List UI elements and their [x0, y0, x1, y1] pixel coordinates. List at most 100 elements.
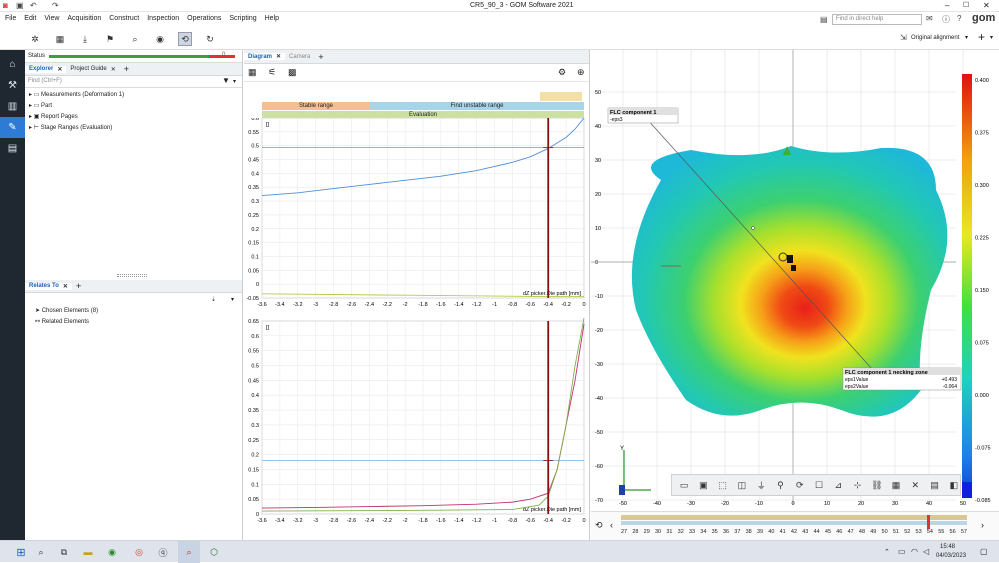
- tree-item-measurements[interactable]: ▸ ▭ Measurements (Deformation 1): [29, 90, 242, 101]
- add-icon[interactable]: +: [978, 30, 986, 44]
- timeline-refresh-icon[interactable]: ⟲: [595, 520, 603, 530]
- timeline-stage-label[interactable]: 57: [960, 529, 967, 535]
- sort-icon[interactable]: ⇣: [211, 297, 217, 303]
- import-icon[interactable]: ⤓: [83, 33, 87, 44]
- tab-explorer[interactable]: Explorer ✕: [25, 65, 67, 73]
- timeline-cursor[interactable]: [927, 515, 930, 529]
- help-icon[interactable]: ?: [957, 14, 962, 23]
- tree-item-report-pages[interactable]: ▸ ▣ Report Pages: [29, 112, 242, 123]
- timeline-stage-label[interactable]: 42: [790, 529, 798, 535]
- help-search-input[interactable]: Find in direct help: [832, 14, 922, 25]
- cross-icon[interactable]: ✕: [911, 479, 920, 490]
- chrome-icon[interactable]: ◎: [135, 546, 143, 557]
- timeline-stage-label[interactable]: 32: [677, 529, 684, 535]
- timeline-stage-label[interactable]: 54: [926, 529, 933, 535]
- timeline-stage-label[interactable]: 50: [881, 529, 888, 535]
- report-page-icon[interactable]: ▤: [7, 143, 18, 154]
- inspection-icon[interactable]: ✎: [0, 117, 25, 138]
- timeline-stage-label[interactable]: 53: [915, 529, 922, 535]
- volume-icon[interactable]: ◁: [923, 547, 930, 556]
- timeline-stage-label[interactable]: 37: [734, 529, 741, 535]
- stable-range-bar[interactable]: Stable range: [262, 102, 370, 110]
- timeline-stage-label[interactable]: 29: [643, 529, 650, 535]
- diagram-export-icon[interactable]: ▩: [288, 67, 297, 77]
- network-icon[interactable]: ▭: [898, 547, 906, 556]
- clock-time[interactable]: 15:48: [940, 544, 956, 550]
- plane-icon[interactable]: ⏚: [756, 480, 766, 491]
- chart-bottom[interactable]: 0.65 0.6 0.55 0.5 0.45 0.4 0.35 0.3 0.25 0.2 0.15 0…: [248, 317, 586, 524]
- expand-icon[interactable]: ▸: [29, 103, 33, 109]
- box-icon[interactable]: ☐: [814, 479, 824, 490]
- evaluation-range-bar[interactable]: Evaluation: [262, 111, 584, 119]
- alignment-select[interactable]: Original alignment: [911, 35, 960, 41]
- app-icon-2[interactable]: ⓠ: [158, 547, 168, 558]
- chosen-elements-item[interactable]: ➤ Chosen Elements (8): [35, 306, 98, 317]
- menu-acquisition[interactable]: Acquisition: [67, 15, 102, 22]
- timeline-stage-label[interactable]: 34: [700, 529, 707, 535]
- gom-taskbar-icon[interactable]: ⌕: [178, 541, 200, 563]
- splitter-handle[interactable]: [117, 274, 147, 277]
- wifi-icon[interactable]: ◠: [911, 547, 918, 556]
- layers-icon[interactable]: ◧: [949, 479, 959, 490]
- tools-icon[interactable]: ⚒: [8, 80, 17, 91]
- windows-start-icon[interactable]: ⊞: [16, 546, 26, 559]
- tree-item-stage-ranges[interactable]: ▸ ⊢ Stage Ranges (Evaluation): [29, 123, 242, 134]
- camera-icon[interactable]: ◉: [156, 33, 164, 44]
- refresh-icon[interactable]: ↻: [206, 33, 214, 44]
- undo-icon[interactable]: ↶: [30, 1, 37, 10]
- timeline-stage-label[interactable]: 41: [779, 529, 786, 535]
- info-icon[interactable]: ⓘ: [942, 15, 950, 24]
- measure-icon[interactable]: ▥: [7, 101, 18, 112]
- tab-camera[interactable]: Camera: [285, 54, 314, 60]
- tab-diagram[interactable]: Diagram ✕: [244, 53, 286, 60]
- timeline-stage-label[interactable]: 49: [870, 529, 877, 535]
- expand-icon[interactable]: ▸: [29, 114, 33, 120]
- timeline-stage-label[interactable]: 28: [632, 529, 639, 535]
- close-button[interactable]: ✕: [983, 1, 990, 10]
- timeline-stage-label[interactable]: 45: [824, 529, 832, 535]
- diagram-svg[interactable]: 0.60.550.50.450.40.350.30.250.20.150.10.…: [244, 118, 590, 540]
- timeline-prev-icon[interactable]: ‹: [610, 520, 613, 530]
- diagram-select-icon[interactable]: ▦: [248, 67, 257, 77]
- grid-icon[interactable]: ▦: [891, 479, 901, 490]
- notification-icon[interactable]: ▢: [980, 547, 988, 556]
- zoom-icon[interactable]: ⌕: [132, 33, 138, 44]
- app-icon-1[interactable]: ◉: [108, 546, 116, 557]
- explorer-search-input[interactable]: Find (Ctrl+F): [28, 78, 62, 84]
- menu-construct[interactable]: Construct: [109, 15, 140, 22]
- options-icon[interactable]: ▾: [231, 297, 235, 303]
- filter-dropdown-icon[interactable]: ▾: [233, 79, 237, 85]
- necking-point[interactable]: [787, 255, 793, 263]
- unstable-range-bar[interactable]: Find unstable range: [370, 102, 584, 110]
- recompute-icon[interactable]: ⟲: [178, 32, 192, 46]
- tab-project-guide[interactable]: Project Guide ✕: [66, 66, 119, 73]
- alignment-dropdown-icon[interactable]: ▾: [965, 35, 969, 41]
- timeline-stage-label[interactable]: 51: [892, 529, 899, 535]
- menu-scripting[interactable]: Scripting: [229, 15, 257, 22]
- timeline-stage-label[interactable]: 30: [654, 529, 662, 535]
- diagram-filter-icon[interactable]: ⚟: [268, 67, 277, 77]
- timeline-unstable-bar[interactable]: [621, 521, 967, 525]
- menu-inspection[interactable]: Inspection: [147, 15, 180, 22]
- chart-top[interactable]: 0.6 0.55 0.5 0.45 0.4 0.35 0.3 0.25 0.2 0.15 0.1 0.…: [246, 118, 586, 308]
- task-view-icon[interactable]: ⧉: [60, 546, 68, 557]
- diagram-zoom-icon[interactable]: ⊕: [577, 67, 585, 77]
- timeline-stage-label[interactable]: 39: [756, 529, 764, 535]
- timeline-stage-label[interactable]: 31: [666, 529, 673, 535]
- timeline-stage-label[interactable]: 35: [711, 529, 718, 535]
- timeline-stage-label[interactable]: 55: [938, 529, 945, 535]
- file-explorer-icon[interactable]: ▬: [83, 547, 93, 557]
- close-icon[interactable]: ✕: [62, 283, 68, 290]
- menu-view[interactable]: View: [44, 15, 60, 22]
- timeline-stage-label[interactable]: 47: [847, 529, 854, 535]
- expand-icon[interactable]: ▸: [29, 92, 33, 98]
- clock-date[interactable]: 04/03/2023: [936, 553, 967, 559]
- menu-file[interactable]: File: [5, 15, 17, 22]
- timeline-stage-label[interactable]: 36: [722, 529, 730, 535]
- close-icon[interactable]: ✕: [57, 66, 63, 73]
- add-tab-button[interactable]: +: [318, 51, 324, 62]
- timeline-stage-label[interactable]: 48: [858, 529, 866, 535]
- timeline-stage-label[interactable]: 33: [688, 529, 696, 535]
- timeline-stage-label[interactable]: 44: [813, 529, 820, 535]
- section-point[interactable]: [751, 226, 755, 230]
